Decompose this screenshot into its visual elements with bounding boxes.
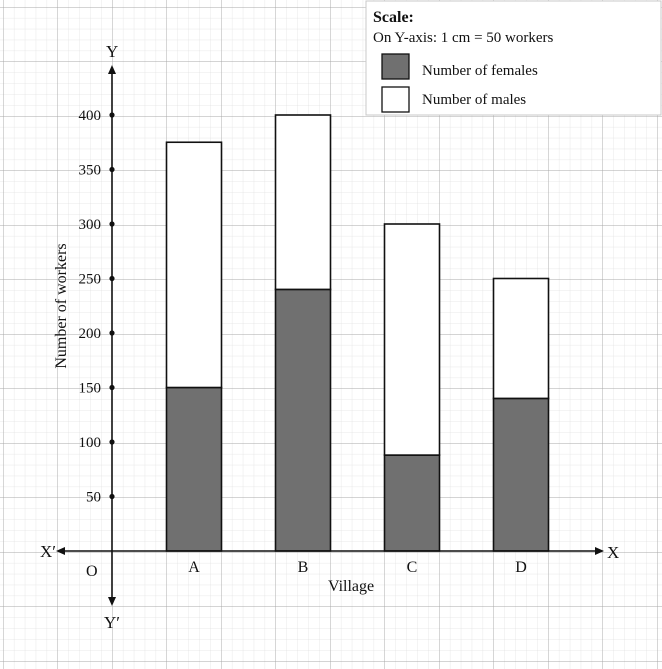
bar-A-females	[165, 386, 223, 552]
x-negative-axis-end-label: X′	[40, 542, 56, 561]
legend: Scale: On Y-axis: 1 cm = 50 workers Numb…	[365, 0, 662, 116]
y-tick-mark-200	[109, 330, 115, 336]
y-tick-label-100: 100	[79, 435, 102, 451]
y-tick-mark-400	[109, 112, 115, 118]
legend-label-females: Number of females	[422, 63, 538, 79]
bar-A-males	[165, 141, 223, 389]
y-tick-mark-350	[109, 166, 115, 173]
y-tick-label-300: 300	[79, 217, 102, 233]
x-tick-label-D: D	[515, 559, 527, 576]
y-tick-mark-50	[109, 493, 115, 500]
y-negative-axis-end-label: Y′	[104, 613, 120, 632]
origin-label: O	[86, 563, 98, 580]
y-tick-label-200: 200	[79, 326, 102, 342]
y-axis-end-label: Y	[106, 42, 118, 61]
y-tick-mark-100	[109, 439, 115, 445]
x-tick-label-B: B	[298, 559, 309, 576]
y-tick-mark-300	[109, 221, 115, 227]
x-tick-label-A: A	[188, 559, 200, 576]
y-tick-mark-150	[109, 384, 115, 391]
x-tick-label-C: C	[407, 559, 418, 576]
y-axis-arrow-up	[108, 65, 116, 74]
legend-label-males: Number of males	[422, 92, 526, 108]
x-axis-arrow-left	[56, 547, 65, 555]
bar-C-females	[383, 454, 441, 552]
y-tick-label-350: 350	[79, 163, 102, 179]
bar-C-males	[383, 223, 441, 456]
y-tick-label-250: 250	[79, 272, 102, 288]
bar-D-males	[492, 277, 550, 400]
legend-swatch-males	[381, 86, 410, 113]
y-tick-label-400: 400	[79, 108, 102, 124]
y-axis-title: Number of workers	[53, 243, 70, 368]
x-axis-end-label: X	[607, 543, 619, 562]
bar-D-females	[492, 397, 550, 552]
axes-layer: A B C D 50 100 150 200 250 300 350 400	[56, 65, 604, 606]
legend-background	[365, 0, 662, 116]
bars-layer	[165, 114, 550, 552]
y-axis-arrow-down	[108, 597, 116, 606]
y-tick-label-150: 150	[79, 381, 102, 397]
bar-B-females	[274, 288, 332, 552]
legend-swatch-females	[381, 53, 410, 80]
x-axis-arrow-right	[595, 547, 604, 555]
bar-B-males	[274, 114, 332, 291]
x-axis-title: Village	[328, 578, 374, 595]
y-tick-label-50: 50	[86, 490, 101, 506]
y-tick-mark-250	[109, 275, 115, 282]
legend-scale-text: On Y-axis: 1 cm = 50 workers	[373, 30, 554, 46]
legend-scale-title: Scale:	[373, 9, 414, 26]
